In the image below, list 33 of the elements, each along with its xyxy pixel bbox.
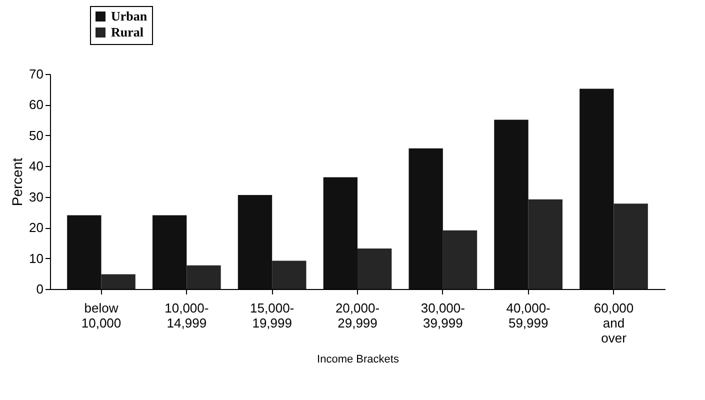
bar <box>442 230 478 289</box>
bar <box>614 204 648 289</box>
x-tick-label: 15,000- 19,999 <box>250 300 294 330</box>
legend-label: Rural <box>111 24 144 40</box>
bar <box>186 265 221 289</box>
x-tick-label: 20,000- 29,999 <box>335 300 380 330</box>
bar <box>528 199 562 289</box>
bar <box>272 260 306 289</box>
bar <box>238 195 272 289</box>
x-axis-title: Income Brackets <box>317 354 400 366</box>
bar <box>323 177 358 289</box>
y-tick-label: 40 <box>29 158 44 174</box>
y-tick-label: 60 <box>29 97 44 112</box>
legend-label: Urban <box>111 8 148 24</box>
x-tick-label: 40,000- 59,999 <box>506 300 550 330</box>
bar <box>408 148 443 289</box>
bar <box>494 120 528 289</box>
x-tick-label: 60,000 and over <box>594 300 634 346</box>
bar <box>358 248 392 289</box>
bar <box>152 215 187 289</box>
bar <box>67 215 102 289</box>
x-tick-label: 30,000- 39,999 <box>420 300 465 330</box>
y-tick-label: 10 <box>29 250 44 266</box>
y-tick-label: 70 <box>29 66 44 82</box>
bar <box>101 274 136 289</box>
y-tick-label: 20 <box>29 220 44 236</box>
y-tick-label: 0 <box>36 282 44 296</box>
y-tick-label: 50 <box>29 128 44 143</box>
x-tick-label: below 10,000 <box>81 300 122 330</box>
bar <box>580 88 614 289</box>
x-tick-label: 10,000- 14,999 <box>164 300 209 330</box>
y-tick-label: 30 <box>29 189 44 204</box>
y-axis-title: Percent <box>9 158 26 206</box>
